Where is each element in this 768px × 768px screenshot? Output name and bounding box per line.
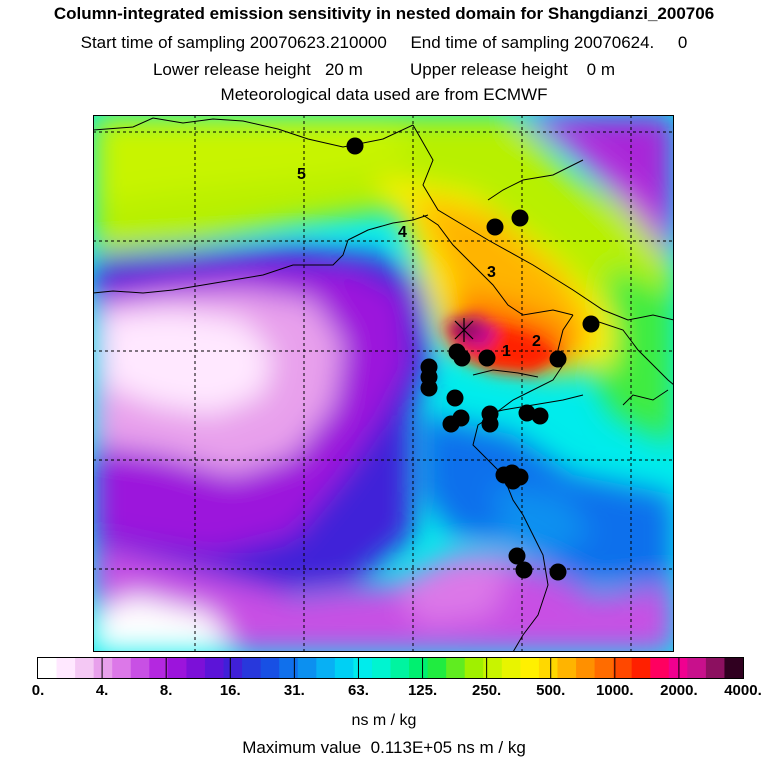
colorbar-cell — [538, 658, 558, 678]
colorbar-tick-label: 500. — [536, 682, 566, 699]
colorbar-cell — [297, 658, 317, 678]
colorbar-cell — [204, 658, 224, 678]
track-label-4: 4 — [398, 224, 407, 241]
colorbar-cell — [260, 658, 280, 678]
sampling-time-info: Start time of sampling 20070623.210000 E… — [80, 33, 688, 52]
colorbar-cell — [279, 658, 299, 678]
colorbar-cell — [483, 658, 503, 678]
colorbar-cell — [38, 658, 57, 678]
colorbar-tick-label: 125. — [407, 682, 438, 699]
track-label-5: 5 — [297, 166, 306, 183]
colorbar-cell — [130, 658, 150, 678]
colorbar-cell — [576, 658, 595, 678]
colorbar-cell — [631, 658, 651, 678]
colorbar-cell — [56, 658, 76, 678]
colorbar-cell — [464, 658, 484, 678]
colorbar-cell — [371, 658, 391, 678]
colorbar-cell — [687, 658, 707, 678]
emission-sensitivity-map: 5 4 3 2 1 — [93, 115, 674, 652]
colorbar-cell — [557, 658, 577, 678]
meteo-data-info: Meteorological data used are from ECMWF — [220, 85, 548, 104]
colorbar-cell — [167, 658, 187, 678]
colorbar-cell — [520, 658, 540, 678]
track-label-1: 1 — [502, 343, 511, 360]
colorbar-cell — [353, 658, 373, 678]
colorbar-cell — [594, 658, 614, 678]
colorbar-cell — [112, 658, 132, 678]
colorbar-cell — [390, 658, 410, 678]
colorbar-cell — [650, 658, 670, 678]
colorbar-cell — [186, 658, 206, 678]
colorbar-tick-label: 0. — [31, 682, 45, 699]
colorbar-cell — [93, 658, 113, 678]
colorbar-tick-label: 8. — [159, 682, 173, 699]
trajectory-points — [346, 137, 600, 581]
colorbar-cell — [705, 658, 725, 678]
sensitivity-field: 5 4 3 2 1 — [93, 115, 674, 652]
colorbar-cell — [409, 658, 428, 678]
colorbar-tick-label: 31. — [283, 682, 305, 699]
colorbar-tick-label: 1000. — [596, 682, 634, 699]
colorbar-cell — [242, 658, 262, 678]
colorbar-cell — [446, 658, 466, 678]
track-label-2: 2 — [532, 333, 541, 350]
colorbar-cell — [75, 658, 95, 678]
colorbar-cell — [668, 658, 688, 678]
lat-lon-grid — [93, 115, 674, 652]
colorbar-cell — [501, 658, 521, 678]
colorbar-cell — [427, 658, 447, 678]
colorbar-tick-label: 4000. — [724, 682, 762, 699]
colorbar-tick-label: 4. — [95, 682, 109, 699]
colorbar-cell — [316, 658, 336, 678]
colorbar-cell — [223, 658, 243, 678]
colorbar-cell — [613, 658, 633, 678]
colorbar-cell — [334, 658, 354, 678]
colorbar-tick-label: 2000. — [660, 682, 698, 699]
track-label-3: 3 — [487, 264, 496, 281]
colorbar-tick-label: 16. — [219, 682, 241, 699]
colorbar-cell — [149, 658, 169, 678]
colorbar — [37, 657, 744, 679]
release-height-info: Lower release height 20 m Upper release … — [152, 60, 616, 79]
colorbar-tick-label: 63. — [348, 682, 369, 699]
colorbar-cell — [724, 658, 744, 678]
map-frame — [93, 115, 674, 652]
map-title: Column-integrated emission sensitivity i… — [53, 4, 715, 23]
colorbar-units: ns m / kg — [351, 712, 417, 729]
station-marker-icon — [454, 318, 474, 342]
colorbar-tick-label: 250. — [472, 682, 502, 699]
maximum-value-note: Maximum value 0.113E+05 ns m / kg — [242, 738, 526, 757]
